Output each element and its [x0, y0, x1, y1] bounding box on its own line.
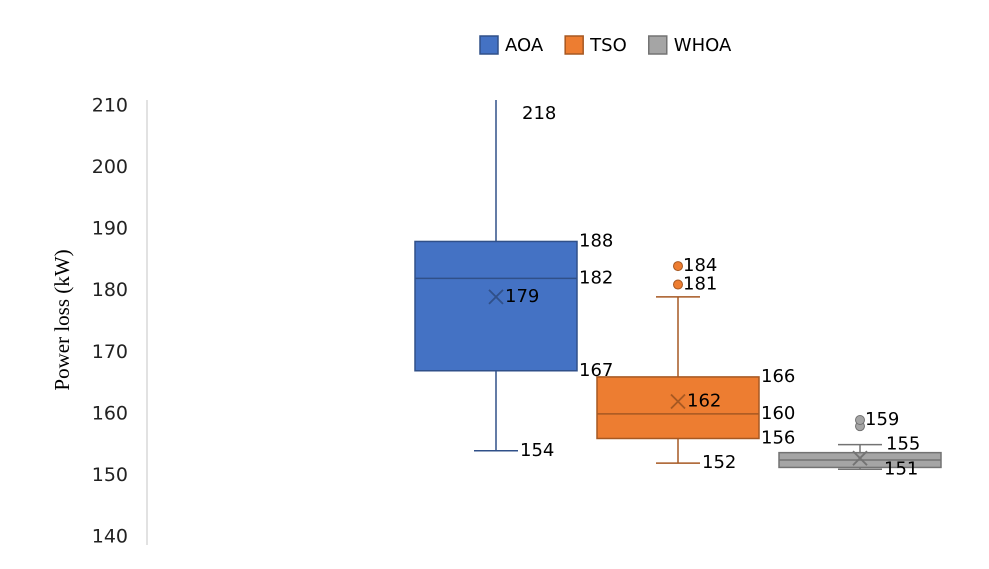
legend: AOA TSO WHOA: [479, 35, 732, 56]
box: [414, 240, 578, 372]
legend-swatch: [479, 35, 499, 55]
box: [596, 376, 760, 440]
data-label: 159: [865, 409, 899, 430]
legend-label: WHOA: [674, 35, 732, 56]
data-label: 179: [505, 286, 539, 307]
outlier: [855, 415, 865, 426]
mean-marker: [852, 450, 868, 466]
y-tick-label: 190: [92, 218, 128, 240]
data-label: 166: [761, 366, 795, 387]
data-label: 167: [579, 360, 613, 381]
data-label: 154: [520, 440, 554, 461]
plot-area: [414, 100, 942, 471]
outlier: [673, 261, 683, 272]
y-tick-label: 200: [92, 156, 128, 178]
y-tick-label: 140: [92, 526, 128, 548]
legend-swatch: [648, 35, 668, 55]
y-axis-title: Power loss (kW): [50, 249, 74, 390]
outlier: [673, 279, 683, 290]
data-label: 162: [687, 391, 721, 412]
y-tick-label: 170: [92, 341, 128, 363]
legend-label: TSO: [589, 35, 627, 56]
data-label: 160: [761, 403, 795, 424]
data-label: 184: [683, 255, 717, 276]
data-label: 156: [761, 427, 795, 448]
data-label: 182: [579, 267, 613, 288]
data-label: 151: [884, 458, 918, 479]
y-tick-label: 210: [92, 95, 128, 117]
data-label: 181: [683, 274, 717, 295]
y-tick-label: 180: [92, 279, 128, 301]
legend-swatch: [564, 35, 584, 55]
mean-marker: [670, 393, 686, 410]
data-label: 218: [522, 103, 556, 124]
mean-marker: [488, 289, 504, 305]
data-label: 188: [579, 230, 613, 251]
y-tick-label: 160: [92, 402, 128, 424]
data-label: 155: [886, 434, 920, 455]
legend-label: AOA: [505, 35, 544, 56]
y-tick-label: 150: [92, 464, 128, 486]
data-label: 152: [702, 452, 736, 473]
